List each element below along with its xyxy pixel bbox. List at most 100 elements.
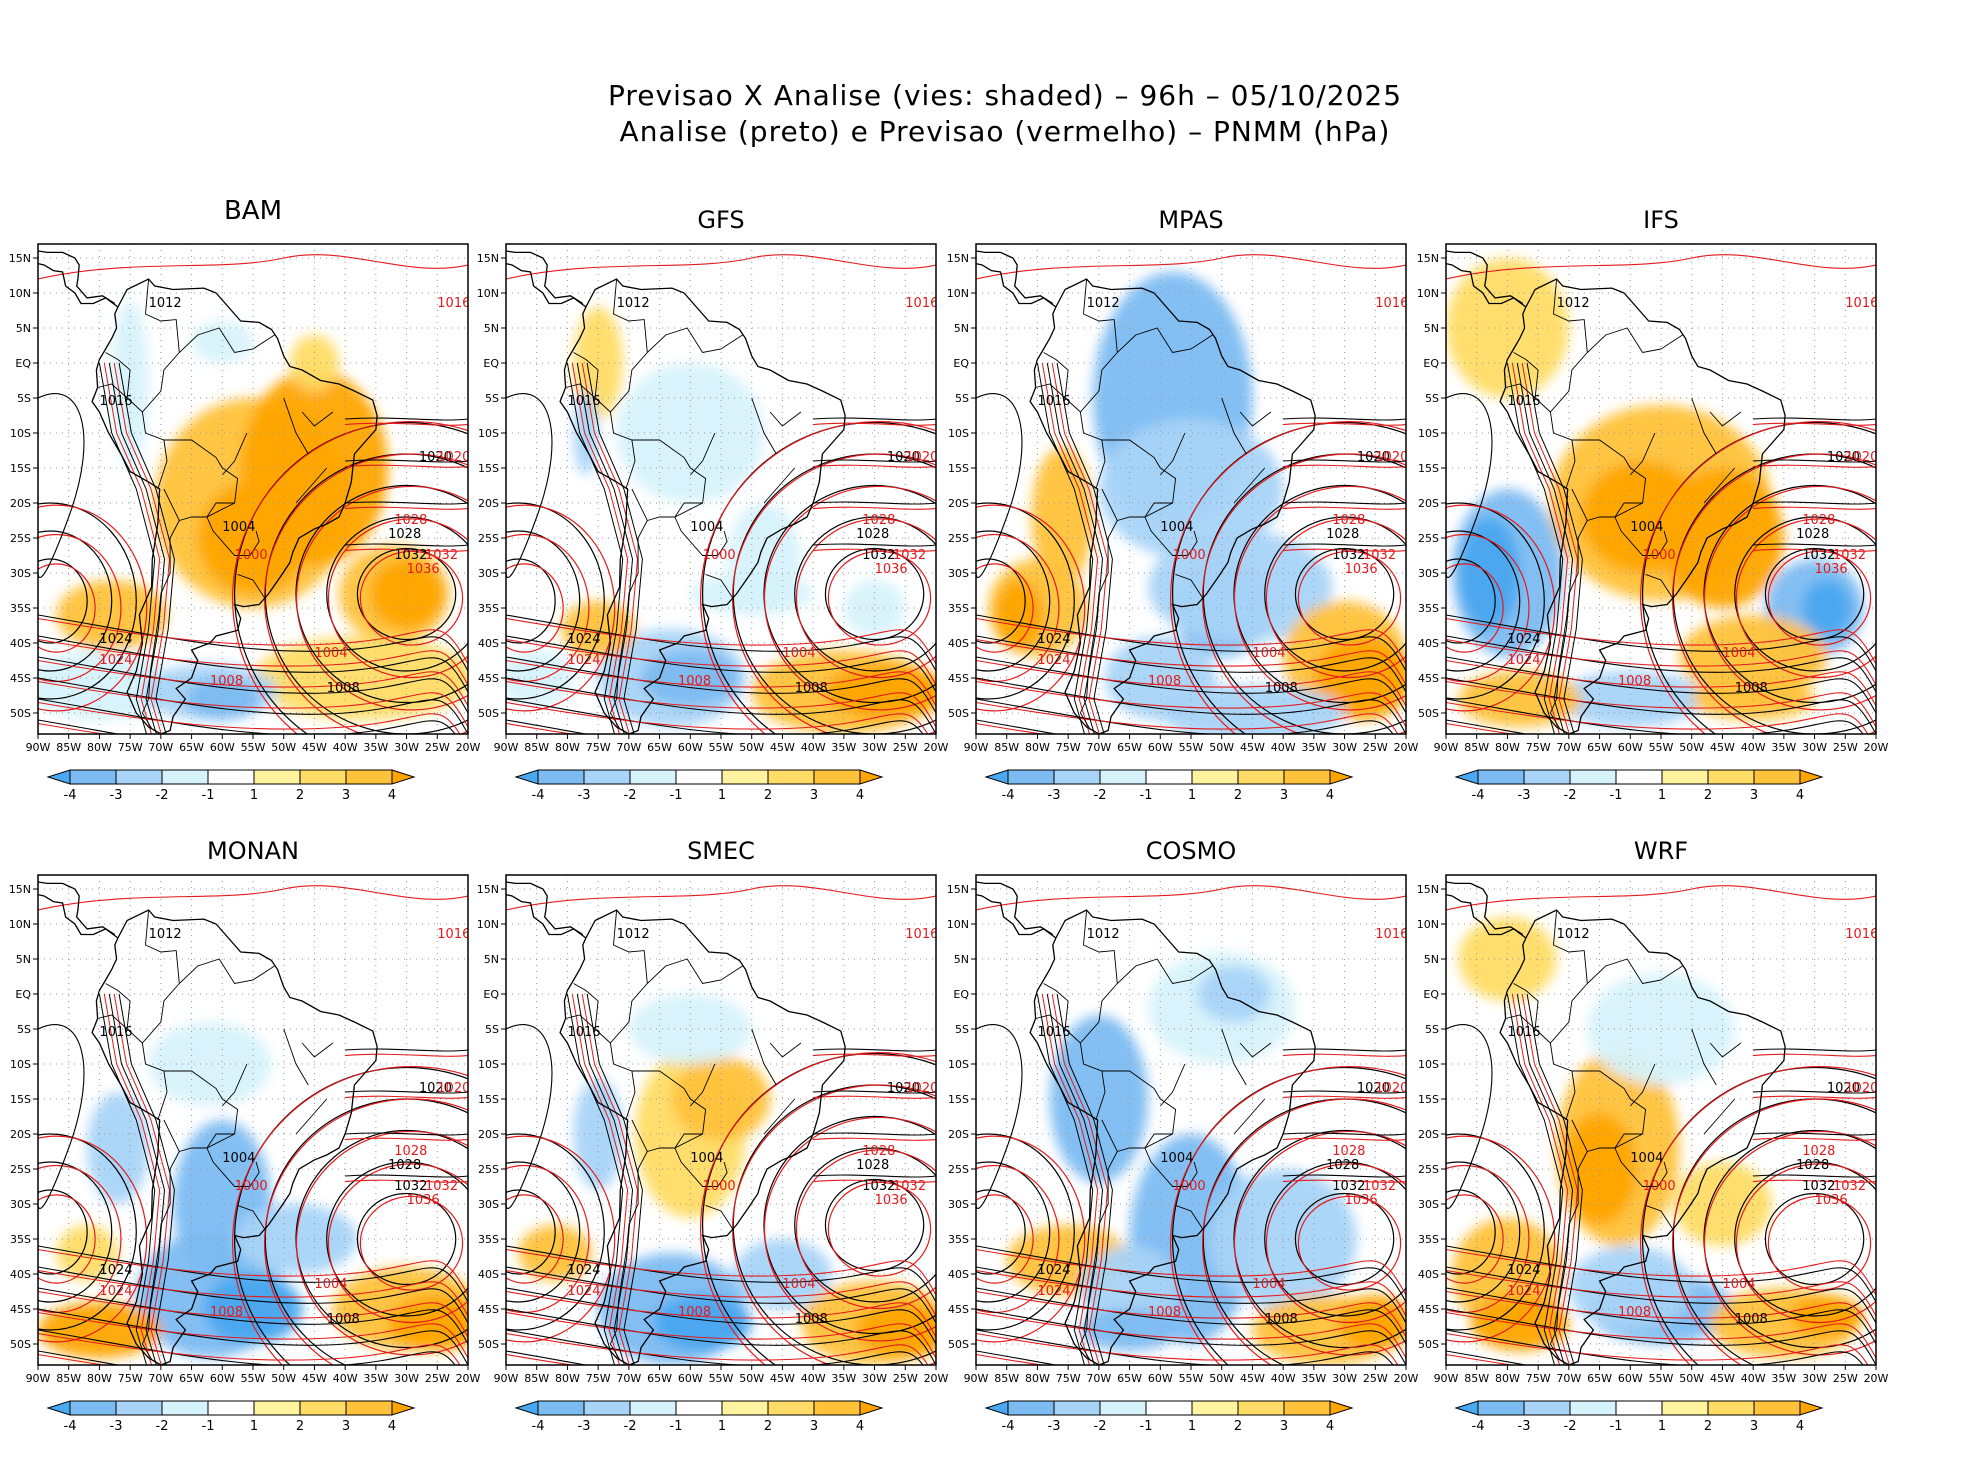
forecast-isobar	[506, 254, 936, 280]
forecast-isobar-label: 1024	[1507, 653, 1540, 668]
analysis-isobar	[345, 1090, 468, 1094]
analysis-isobar	[1764, 547, 1865, 641]
analysis-isobar	[38, 656, 468, 714]
panel-title-gfs: GFS	[697, 206, 745, 234]
analysis-isobar-label: 1008	[795, 1312, 828, 1327]
analysis-isobar	[813, 1090, 936, 1094]
forecast-isobar	[1446, 638, 1876, 686]
country-border	[301, 411, 334, 427]
colorbar-swatch	[115, 1400, 163, 1416]
analysis-isobar-label: 1032	[1802, 1179, 1835, 1194]
analysis-isobar-label: 1032	[1332, 1179, 1365, 1194]
analysis-isobar	[976, 1245, 1406, 1303]
lat-tick-label: 35S	[478, 1233, 499, 1246]
analysis-isobar	[813, 543, 936, 547]
bias-area	[573, 307, 623, 419]
lon-tick-label: 25W	[893, 741, 918, 754]
colorbar-swatch	[1145, 1400, 1193, 1416]
analysis-isobar-label: 1032	[862, 1179, 895, 1194]
country-border	[1095, 439, 1106, 490]
country-border	[763, 467, 796, 504]
lon-tick-label: 25W	[1833, 1372, 1858, 1385]
analysis-isobar	[506, 1245, 936, 1303]
analysis-isobar	[976, 614, 1406, 672]
colorbar-swatch	[1753, 769, 1801, 785]
analysis-isobar	[38, 1287, 468, 1345]
lat-tick-label: EQ	[15, 988, 31, 1001]
forecast-isobar	[506, 1248, 936, 1296]
colorbar-arrow-low	[514, 1400, 539, 1416]
map-panel-wrf: 1012 1016 1020 1024 1028 1032 1008 1004 1012 1016…	[1417, 874, 1889, 1434]
country-border	[145, 909, 180, 984]
coastline	[38, 893, 119, 939]
analysis-isobar	[1516, 993, 1574, 1365]
analysis-isobar	[976, 1189, 1026, 1275]
forecast-isobar	[813, 1095, 936, 1099]
lat-tick-label: 45S	[1418, 1303, 1439, 1316]
analysis-isobar-label: 1020	[1827, 1081, 1860, 1096]
country-border	[141, 327, 275, 522]
forecast-isobar	[345, 506, 468, 510]
colorbar-swatch	[1145, 769, 1193, 785]
analysis-isobar	[1283, 543, 1406, 547]
analysis-isobar	[234, 1066, 468, 1365]
lat-tick-label: 35S	[948, 602, 969, 615]
analysis-isobar	[976, 1024, 1023, 1209]
colorbar-swatch	[1237, 1400, 1285, 1416]
lon-tick-label: 75W	[1056, 741, 1081, 754]
lon-tick-label: 45W	[1710, 1372, 1735, 1385]
analysis-isobar	[38, 1133, 137, 1331]
forecast-isobar	[1735, 1163, 1876, 1324]
colorbar-label: -3	[110, 788, 123, 803]
map-axes: 15N 10N 5N EQ 5S 10S 15S 20S 25S 30S 35S 40S 45S 50S 9…	[9, 883, 481, 1385]
forecast-isobar-label: 1028	[1802, 513, 1835, 528]
lat-tick-label: 20S	[478, 1128, 499, 1141]
forecast-isobar	[1201, 1098, 1406, 1365]
country-border	[1159, 1063, 1186, 1107]
bias-area	[1080, 1309, 1179, 1351]
lon-tick-label: 85W	[56, 741, 81, 754]
lat-tick-label: 10N	[9, 918, 31, 931]
colorbar-label: 3	[342, 1419, 350, 1434]
lon-tick-label: 40W	[1271, 741, 1296, 754]
lat-tick-label: 40S	[10, 637, 31, 650]
lat-tick-label: 25S	[478, 532, 499, 545]
forecast-isobar	[1753, 1095, 1876, 1099]
forecast-isobar	[38, 680, 468, 728]
bias-area	[561, 601, 635, 657]
forecast-isobar	[113, 993, 171, 1365]
forecast-isobar	[1446, 563, 1504, 653]
forecast-isobar	[1753, 422, 1876, 426]
analysis-isobar	[1526, 362, 1583, 734]
country-border	[141, 1151, 180, 1360]
bias-area	[1031, 447, 1093, 587]
analysis-isobar-label: 1004	[690, 1151, 723, 1166]
coastline	[506, 893, 587, 939]
analysis-isobar	[1526, 993, 1583, 1365]
forecast-isobar-label: 1028	[1332, 1144, 1365, 1159]
colorbar-label: 1	[1188, 788, 1196, 803]
colorbar-swatch	[675, 769, 723, 785]
forecast-isobar-label: 1016	[905, 927, 938, 942]
colorbar-arrow-high	[1329, 769, 1354, 785]
analysis-isobar	[345, 459, 468, 463]
colorbar-swatch	[1661, 1400, 1709, 1416]
analysis-isobar	[345, 543, 468, 547]
lat-tick-label: EQ	[953, 357, 969, 370]
lon-tick-label: 40W	[1741, 741, 1766, 754]
analysis-isobar-label: 1008	[1735, 681, 1768, 696]
colorbar-label: 1	[718, 788, 726, 803]
lat-tick-label: 15N	[947, 883, 969, 896]
country-border	[1614, 516, 1668, 556]
colorbar-label: -1	[670, 1419, 683, 1434]
country-border	[1513, 983, 1539, 1030]
lat-tick-label: 10S	[478, 427, 499, 440]
lon-tick-label: 75W	[1526, 1372, 1551, 1385]
coastline	[91, 278, 378, 734]
lat-tick-label: 5N	[954, 322, 969, 335]
forecast-isobar	[1753, 1137, 1876, 1141]
colorbar-swatch	[1053, 1400, 1101, 1416]
lon-tick-label: 80W	[87, 1372, 112, 1385]
analysis-isobar	[1046, 362, 1104, 734]
lon-tick-label: 35W	[363, 741, 388, 754]
